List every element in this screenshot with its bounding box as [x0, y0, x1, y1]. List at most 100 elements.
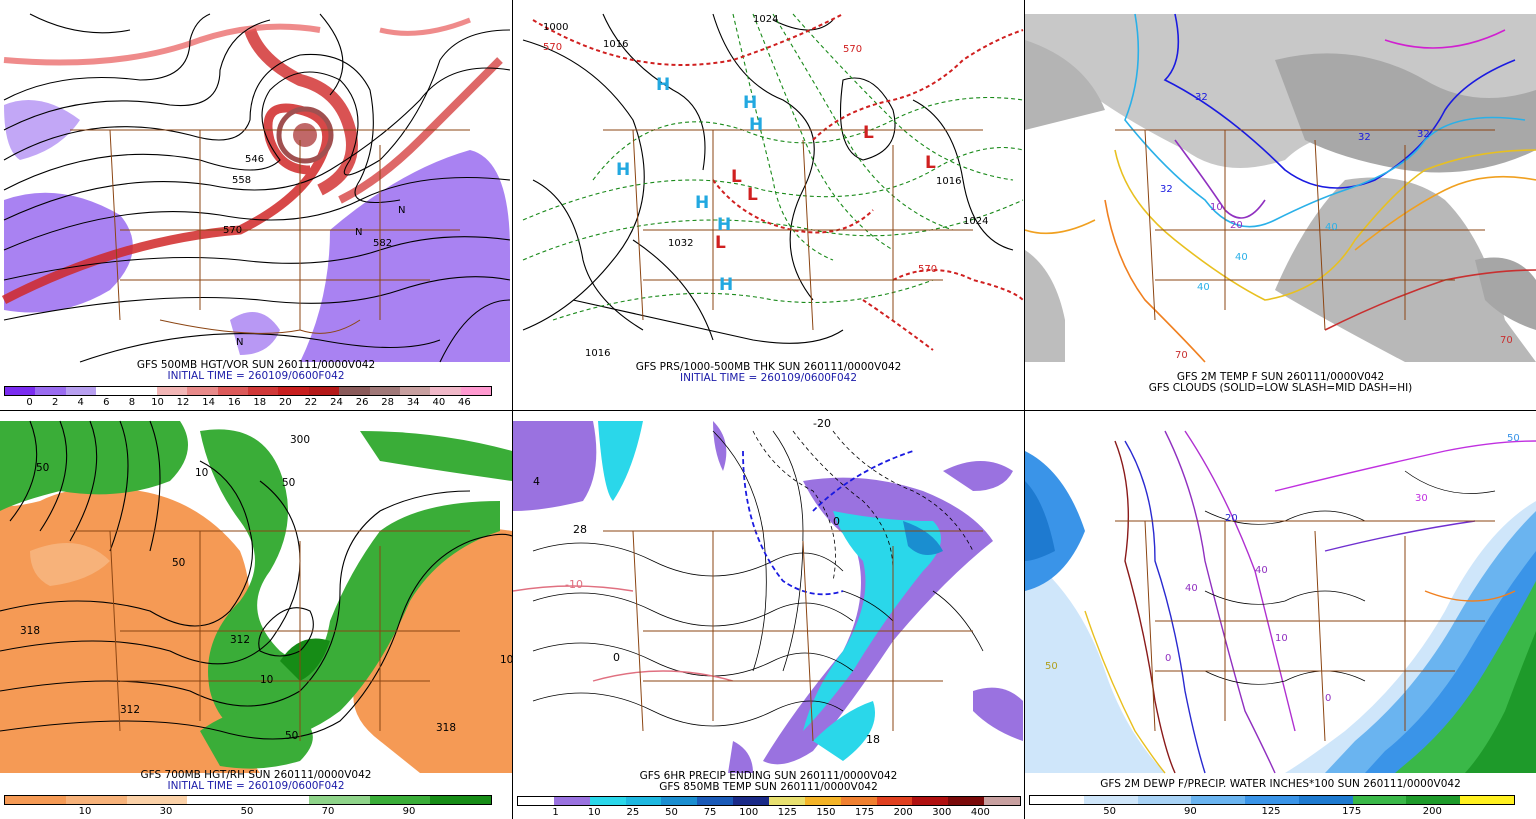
colorbar-tick-label: 200: [1422, 806, 1442, 817]
colorbar-tick-label: 75: [703, 807, 717, 818]
panel-caption-init: INITIAL TIME = 260109/0600F042: [167, 370, 345, 382]
rh-label: 50: [36, 462, 49, 474]
rh-label: 10: [500, 654, 512, 666]
colorbar-swatch: [984, 797, 1021, 805]
colorbar-swatch: [187, 387, 218, 395]
colorbar-ticks: 10 30 50 70 90: [4, 806, 490, 818]
high-pressure-marker: H: [656, 75, 670, 95]
colorbar-tick-label: 175: [854, 807, 875, 818]
map-2m-temp: 32 32 32 32 20 10 40 40 40 70 70: [1025, 13, 1536, 364]
colorbar-swatch: [126, 387, 157, 395]
isotherm-label: 10: [1210, 202, 1223, 213]
colorbar-swatch: [1406, 796, 1461, 804]
temp-label: -10: [565, 578, 583, 591]
thickness-label: 570: [843, 44, 862, 55]
colorbar-tick-label: 400: [970, 807, 990, 818]
temp-label: 0: [613, 651, 620, 664]
colorbar-tick-label: 300: [932, 807, 952, 818]
isobar-label: 1016: [603, 39, 628, 50]
colorbar-tick-label: 90: [1183, 806, 1197, 817]
colorbar-swatch: [308, 796, 370, 804]
colorbar-tick-label: 10: [587, 807, 601, 818]
isobar-label: 1024: [963, 216, 988, 227]
colorbar-tick-label: 22: [304, 397, 318, 408]
colorbar-tick-label: 20: [278, 397, 292, 408]
panel-caption-init: INITIAL TIME = 260109/0600F042: [167, 780, 345, 792]
pwat-label: 50: [1045, 661, 1058, 672]
colorbar-tick-label: 28: [381, 397, 395, 408]
contour-label: 300: [290, 434, 310, 446]
low-pressure-marker: L: [731, 167, 742, 187]
high-pressure-marker: H: [743, 93, 757, 113]
panel-caption-init: INITIAL TIME = 260109/0600F042: [679, 372, 858, 384]
colorbar-tick-label: 14: [202, 397, 215, 408]
contour-label: 318: [20, 625, 40, 637]
colorbar-swatch: [553, 797, 590, 805]
colorbar: [1029, 795, 1515, 805]
isobar-label: 1016: [585, 348, 610, 359]
colorbar-tick-label: 125: [1261, 806, 1281, 817]
isobar-label: 1032: [668, 238, 693, 249]
colorbar-swatch: [840, 797, 877, 805]
high-pressure-marker: H: [717, 215, 731, 235]
colorbar-tick-label: 100: [739, 807, 759, 818]
panel-caption-clouds: GFS CLOUDS (SOLID=LOW SLASH=MID DASH=HI): [1148, 382, 1413, 394]
colorbar-tick-label: 12: [176, 397, 190, 408]
rh-label: 10: [195, 467, 208, 479]
colorbar-tick-label: 50: [1103, 806, 1117, 817]
thickness-label: 570: [918, 264, 937, 275]
isotherm-label: 70: [1175, 350, 1188, 361]
colorbar-swatch: [460, 387, 491, 395]
isobar-label: 1024: [753, 14, 778, 25]
colorbar: [4, 386, 492, 396]
panel-6hr-precip-850mb: 4 28 -20 -10 0 0 18 GFS 6HR PRECIP ENDIN…: [513, 411, 1024, 819]
isotherm-label: 40: [1325, 222, 1338, 233]
isotherm-label: 32: [1160, 184, 1173, 195]
panel-caption-title: GFS 700MB HGT/RH SUN 260111/0000V042: [140, 769, 372, 781]
colorbar-tick-label: 40: [432, 397, 446, 408]
dewpoint-label: 40: [1185, 583, 1198, 594]
colorbar-swatch: [1083, 796, 1138, 804]
colorbar-tick-label: 2: [51, 397, 59, 408]
panel-2m-temp-clouds: 32 32 32 32 20 10 40 40 40 70 70 GFS 2M …: [1025, 0, 1536, 410]
high-pressure-marker: H: [616, 160, 630, 180]
colorbar-swatch: [156, 387, 188, 395]
colorbar-tick-label: 10: [78, 806, 92, 817]
dewpoint-label: 30: [1415, 493, 1428, 504]
colorbar-swatch: [430, 387, 461, 395]
colorbar-swatch: [5, 796, 66, 804]
colorbar-ticks: 1 10 25 50 75 100 125 150 175 200 300 400: [517, 807, 1019, 819]
contour-label: 312: [120, 704, 140, 716]
map-500mb-vorticity: 546 558 570 582 N N N: [1, 13, 511, 363]
colorbar-tick-label: 8: [128, 397, 136, 408]
colorbar-tick-label: 200: [893, 807, 913, 818]
high-pressure-marker: H: [695, 193, 709, 213]
colorbar-swatch: [589, 797, 626, 805]
high-pressure-marker: H: [719, 275, 733, 295]
colorbar-swatch: [733, 797, 770, 805]
colorbar-tick-label: 1: [552, 807, 559, 818]
colorbar-tick-label: 30: [159, 806, 173, 817]
colorbar-swatch: [248, 796, 309, 804]
isotherm-label: 40: [1197, 282, 1210, 293]
panel-caption-title: GFS 2M DEWP F/PRECIP. WATER INCHES*100 S…: [1100, 778, 1461, 790]
low-marker: N: [355, 227, 362, 238]
isotherm-label: 32: [1417, 129, 1430, 140]
isotherm-label: 70: [1500, 335, 1513, 346]
colorbar-tick-label: 125: [777, 807, 797, 818]
colorbar-tick-label: 34: [406, 397, 420, 408]
panel-caption-title: GFS PRS/1000-500MB THK SUN 260111/0000V0…: [635, 361, 902, 373]
contour-label: 546: [245, 154, 264, 165]
colorbar-swatch: [35, 387, 66, 395]
panel-surface-pressure-thickness: 1000 1024 1016 1024 1016 1032 1016 570 5…: [513, 0, 1024, 410]
dewpoint-label: 20: [1225, 513, 1238, 524]
colorbar-swatch: [876, 797, 913, 805]
colorbar-tick-label: 25: [626, 807, 640, 818]
colorbar-tick-label: 24: [330, 397, 343, 408]
colorbar-swatch: [1298, 796, 1353, 804]
colorbar-swatch: [126, 796, 188, 804]
isotherm-label: 32: [1195, 92, 1208, 103]
low-pressure-marker: L: [925, 153, 936, 173]
colorbar-tick-label: 90: [402, 806, 416, 817]
colorbar-swatch: [430, 796, 491, 804]
